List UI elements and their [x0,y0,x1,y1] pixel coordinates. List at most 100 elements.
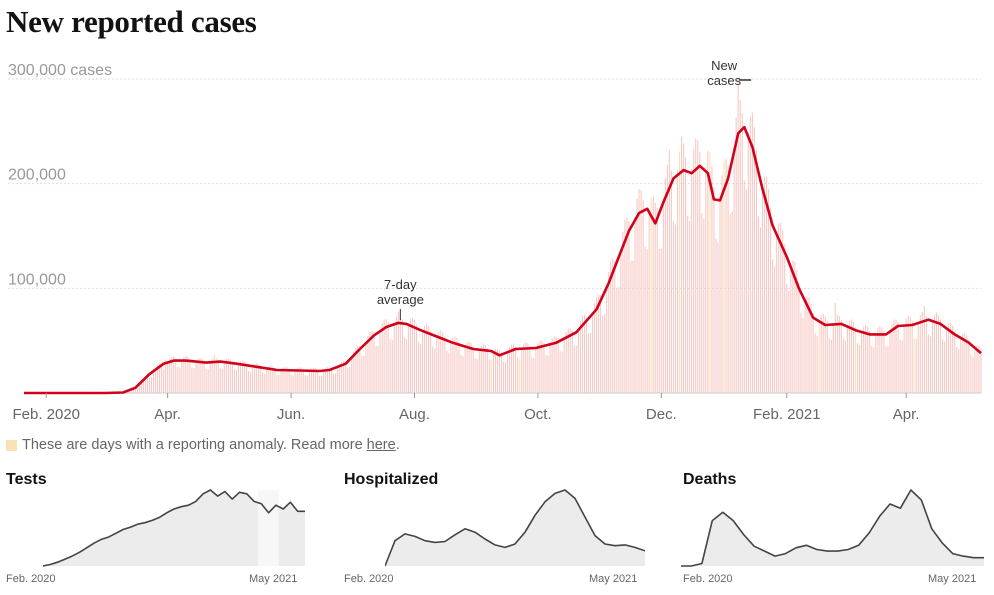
case-bar [272,366,274,393]
case-bar [543,343,545,393]
case-bar [729,214,731,393]
case-bar [436,335,438,393]
case-bar [146,375,148,393]
case-bar [828,338,830,393]
case-bar [822,314,824,393]
trend-line [43,489,305,567]
case-bar [565,331,567,393]
case-bar [161,363,163,393]
case-bar [326,366,329,393]
anomaly-band [257,490,279,566]
tests-end-label: May 2021 [249,573,298,585]
case-bar [852,321,855,393]
case-bar [383,319,385,393]
case-bar [804,299,806,393]
case-bar [816,336,818,393]
deaths-end-label: May 2021 [928,573,977,585]
case-bar [921,311,923,393]
case-bar [881,327,883,393]
case-bar [834,302,836,393]
case-bar [931,319,933,393]
case-bar [772,259,774,393]
case-bar [189,359,191,393]
case-bar [925,316,927,393]
case-bar [197,358,199,393]
case-bar [917,321,919,393]
case-bar [838,315,840,393]
case-bar [298,367,300,393]
case-bar [199,357,201,393]
case-bar [195,360,197,393]
case-bar [553,336,555,393]
case-bar [598,294,600,393]
case-bar [743,180,745,393]
case-bar [509,347,511,393]
case-bar [895,319,897,393]
case-bar [737,79,739,393]
case-bar [646,249,648,393]
case-bar [304,375,306,393]
case-bar [927,334,929,393]
case-bar [725,158,727,393]
case-bar [134,388,136,393]
case-bar [939,319,942,393]
case-bar [513,344,515,393]
case-bar [935,312,938,393]
case-bar [452,337,454,393]
case-bar [765,177,768,393]
case-bar [363,355,365,393]
case-bar [937,314,940,393]
deaths-title: Deaths [683,471,737,488]
case-bar [974,347,976,393]
case-bar [411,317,414,393]
case-bar [869,330,871,393]
case-bar [962,333,964,393]
read-more-link[interactable]: here [366,437,396,453]
case-bar [832,323,834,393]
case-bar [782,230,784,393]
case-bar [634,216,636,393]
case-bar [502,361,505,393]
case-bar [381,323,383,393]
case-bar [790,264,792,393]
case-bar [250,371,252,393]
case-bar [480,345,482,393]
case-bar [152,370,155,393]
case-bar [462,356,464,393]
case-bar [650,198,652,393]
case-bar [638,188,640,393]
case-bar [846,325,849,393]
case-bar [612,258,614,393]
x-tick-label: Feb. 2020 [12,406,80,423]
case-bar [422,329,424,393]
case-bar [944,341,946,393]
case-bar [950,322,952,393]
case-bar [407,323,409,393]
deaths-start-label: Feb. 2020 [683,573,733,585]
case-bar [357,346,359,393]
case-bar [258,364,260,393]
case-bar [642,199,644,393]
case-bar [865,324,867,393]
case-bar [490,360,492,393]
case-bar [751,112,753,394]
case-bar [185,356,187,393]
case-bar [909,316,911,393]
case-bar [826,320,828,393]
case-bar [387,322,389,393]
case-bar [727,165,729,393]
case-bar [519,358,521,393]
case-bar [205,368,207,393]
case-bar [879,326,881,393]
case-bar [262,372,264,393]
case-bar [276,374,278,393]
case-bar [494,349,496,393]
case-bar [511,344,513,393]
case-bar [942,338,944,393]
case-bar [476,359,478,393]
case-bar [420,344,422,393]
case-bar [438,331,440,393]
case-bar [547,355,549,393]
case-bar [919,315,921,393]
case-bar [739,99,741,393]
